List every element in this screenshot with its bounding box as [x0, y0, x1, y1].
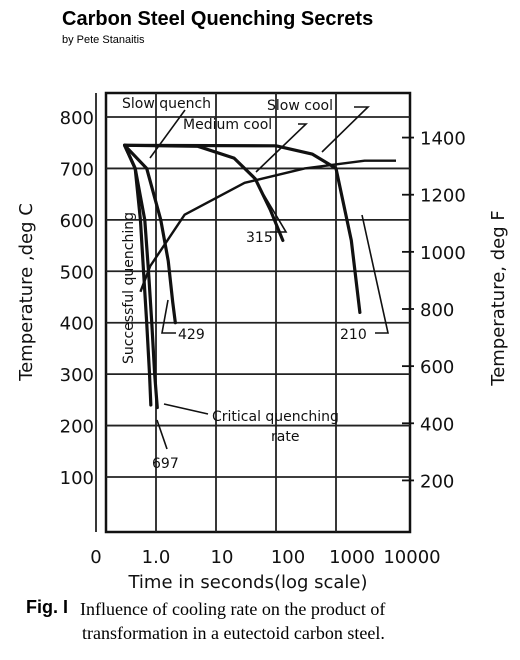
- annotation-leader-line: [149, 109, 186, 159]
- y-tick-label-left: 100: [60, 468, 94, 489]
- cooling-curve-3: [123, 143, 177, 325]
- cooling-curve-4: [123, 143, 285, 243]
- annotation-leader-line: [255, 123, 308, 173]
- annotation-label: Slow quench: [122, 96, 211, 112]
- annotation-leader-line: [263, 194, 288, 233]
- quenching-chart: 100 200 300 400 500 600 700 800 0 1.0 10 100 1000 100…: [16, 91, 509, 593]
- y-tick-label-left: 400: [60, 314, 94, 335]
- y-axis-label-right: Temperature, deg F: [488, 210, 509, 386]
- annotation-label: 697: [152, 456, 179, 472]
- cooling-curves: [123, 143, 396, 410]
- tick-labels: 100 200 300 400 500 600 700 800 0 1.0 10 100 1000 100…: [60, 108, 466, 568]
- y-tick-label-left: 500: [60, 262, 94, 283]
- x-tick-label: 0: [90, 547, 101, 568]
- y-tick-label-right: 1200: [420, 186, 466, 207]
- y-tick-label-right: 800: [420, 300, 454, 321]
- annotations: Slow quench Medium cool Slow cool 315 429 210…: [121, 96, 389, 472]
- y-tick-label-right: 400: [420, 414, 454, 435]
- annotation-leader-line: [361, 214, 389, 334]
- annotation-label: rate: [271, 429, 299, 445]
- author-byline: by Pete Stanaitis: [62, 34, 145, 46]
- caption-line-1: Influence of cooling rate on the product…: [80, 599, 386, 619]
- annotation-label: Medium cool: [183, 117, 272, 133]
- y-tick-label-right: 200: [420, 471, 454, 492]
- x-tick-label: 1.0: [142, 547, 171, 568]
- caption-line-2: transformation in a eutectoid carbon ste…: [82, 623, 385, 643]
- cooling-curve-5: [123, 143, 362, 315]
- y-tick-label-left: 700: [60, 159, 94, 180]
- x-tick-label: 10000: [383, 547, 440, 568]
- y-tick-label-right: 1400: [420, 129, 466, 150]
- grid: [95, 91, 414, 534]
- cooling-curve-2: [123, 143, 159, 410]
- figure-caption: Influence of cooling rate on the product…: [80, 597, 510, 645]
- annotation-label: 429: [178, 327, 205, 343]
- x-tick-label: 1000: [329, 547, 375, 568]
- annotation-label: 315: [246, 230, 273, 246]
- y-tick-label-left: 600: [60, 211, 94, 232]
- annotation-leader-line: [156, 419, 168, 450]
- annotation-label: Critical quenching: [212, 409, 339, 425]
- plot-frame: [104, 91, 412, 534]
- annotation-leader-line: [163, 403, 209, 415]
- transformation-boundary-line: [139, 159, 396, 293]
- annotation-leader-line: [161, 299, 176, 334]
- annotation-label: Successful quenching: [121, 212, 137, 364]
- y-tick-label-left: 800: [60, 108, 94, 129]
- y-axis-label-left: Temperature ,deg C: [16, 203, 37, 382]
- page-title: Carbon Steel Quenching Secrets: [62, 8, 374, 30]
- annotation-label: Slow cool: [267, 98, 333, 114]
- annotation-leader-line: [321, 106, 370, 153]
- y-tick-label-right: 1000: [420, 243, 466, 264]
- y-tick-label-left: 200: [60, 417, 94, 438]
- annotation-label: 210: [340, 327, 367, 343]
- y-tick-label-left: 300: [60, 365, 94, 386]
- x-axis-label: Time in seconds(log scale): [127, 572, 367, 593]
- figure-label: Fig. I: [26, 597, 68, 617]
- x-tick-label: 10: [211, 547, 234, 568]
- x-tick-label: 100: [271, 547, 305, 568]
- y-tick-label-right: 600: [420, 357, 454, 378]
